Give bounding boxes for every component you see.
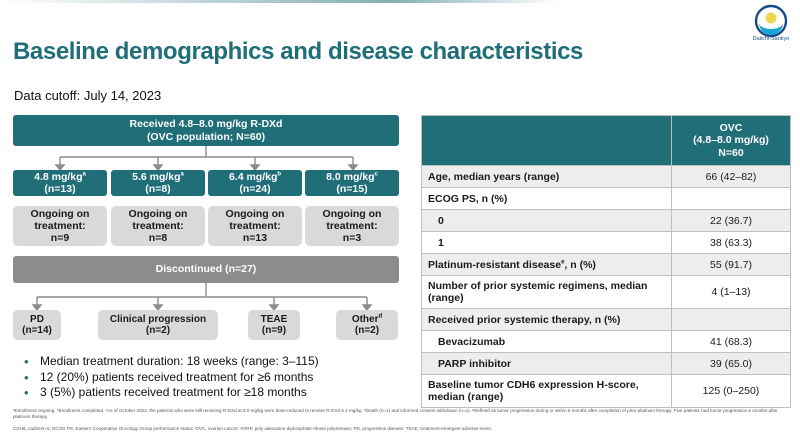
table-row: Received prior systemic therapy, n (%) xyxy=(421,308,791,331)
dose-box-4: 8.0 mg/kgc (n=15) xyxy=(305,170,399,196)
dose-label: 4.8 mg/kg xyxy=(34,170,83,183)
dose-n: (n=24) xyxy=(239,183,271,195)
row-label: Bevacizumab xyxy=(421,330,672,353)
table-header-ovc: OVC (4.8–8.0 mg/kg) N=60 xyxy=(671,115,791,166)
dose-label: 8.0 mg/kg xyxy=(326,170,375,183)
discontinued-box: Discontinued (n=27) xyxy=(13,256,399,283)
table-row: Bevacizumab 41 (68.3) xyxy=(421,330,791,353)
ongoing-label: Ongoing on treatment: xyxy=(225,207,285,232)
row-label-container: Platinum-resistant diseasee, n (%) xyxy=(421,253,672,276)
reason-n: (n=2) xyxy=(354,325,380,336)
row-value: 125 (0–250) xyxy=(671,374,791,408)
reason-box-clinical-progression: Clinical progression (n=2) xyxy=(98,310,218,340)
header-rule xyxy=(0,0,560,3)
row-label: Platinum-resistant disease xyxy=(428,258,562,271)
page-title: Baseline demographics and disease charac… xyxy=(13,38,584,65)
reason-label: PD xyxy=(30,313,44,325)
ongoing-box-4: Ongoing on treatment: n=3 xyxy=(305,206,399,246)
ongoing-n: n=3 xyxy=(342,232,362,245)
reason-footnote-mark: d xyxy=(378,313,383,320)
dose-n: (n=8) xyxy=(145,183,171,195)
row-label: 1 xyxy=(421,231,672,254)
row-label: Number of prior systemic regimens, media… xyxy=(421,275,672,309)
ongoing-n: n=13 xyxy=(242,232,268,245)
dose-n: (n=13) xyxy=(44,183,76,195)
daiichi-sankyo-logo-icon xyxy=(754,4,788,38)
table-row: 0 22 (36.7) xyxy=(421,209,791,232)
table-row: Platinum-resistant diseasee, n (%) 55 (9… xyxy=(421,253,791,276)
dose-box-2: 5.6 mg/kga (n=8) xyxy=(111,170,205,196)
row-label: Baseline tumor CDH6 expression H-score, … xyxy=(421,374,672,408)
header-line2: (4.8–8.0 mg/kg) xyxy=(693,134,769,147)
row-value: 39 (65.0) xyxy=(671,352,791,375)
row-label: ECOG PS, n (%) xyxy=(421,187,672,210)
reason-box-teae: TEAE (n=9) xyxy=(248,310,300,340)
row-value xyxy=(671,308,791,331)
bullet-item: Median treatment duration: 18 weeks (ran… xyxy=(24,354,319,370)
dose-n: (n=15) xyxy=(336,183,368,195)
ongoing-box-3: Ongoing on treatment: n=13 xyxy=(208,206,302,246)
row-value: 38 (63.3) xyxy=(671,231,791,254)
reason-n: (n=9) xyxy=(261,325,287,336)
ongoing-box-2: Ongoing on treatment: n=8 xyxy=(111,206,205,246)
row-label-suffix: , n (%) xyxy=(564,258,596,271)
logo-text: Daiichi-Sankyo xyxy=(752,36,790,42)
demographics-table: OVC (4.8–8.0 mg/kg) N=60 Age, median yea… xyxy=(421,115,791,408)
company-logo: Daiichi-Sankyo xyxy=(750,4,792,46)
dose-label: 6.4 mg/kg xyxy=(228,170,278,183)
received-line1: Received 4.8–8.0 mg/kg R-DXd xyxy=(129,118,283,131)
dose-footnote-mark: a xyxy=(82,171,86,178)
table-row: Age, median years (range) 66 (42–82) xyxy=(421,165,791,188)
row-label: 0 xyxy=(421,209,672,232)
ongoing-label: Ongoing on treatment: xyxy=(30,207,90,232)
table-header-blank xyxy=(421,115,672,166)
reason-box-pd: PD (n=14) xyxy=(13,310,61,340)
row-label: Received prior systemic therapy, n (%) xyxy=(421,308,672,331)
ongoing-n: n=8 xyxy=(148,232,168,245)
table-row: PARP inhibitor 39 (65.0) xyxy=(421,352,791,375)
dose-footnote-mark: b xyxy=(277,171,282,178)
header-line1: OVC xyxy=(719,121,743,134)
ongoing-label: Ongoing on treatment: xyxy=(128,207,188,232)
reason-label: TEAE xyxy=(260,313,288,325)
dose-footnote-mark: a xyxy=(180,171,184,178)
ongoing-box-1: Ongoing on treatment: n=9 xyxy=(13,206,107,246)
row-value: 66 (42–82) xyxy=(671,165,791,188)
footnote-abbreviations: CDH6, cadherin 6; ECOG PS, Eastern Coope… xyxy=(13,426,493,431)
summary-bullets: Median treatment duration: 18 weeks (ran… xyxy=(24,354,319,401)
reason-label: Clinical progression xyxy=(109,313,207,325)
dose-box-3: 6.4 mg/kgb (n=24) xyxy=(208,170,302,196)
received-line2: (OVC population; N=60) xyxy=(146,130,266,143)
reason-n: (n=14) xyxy=(22,325,52,336)
row-value: 55 (91.7) xyxy=(671,253,791,276)
row-footnote-mark: e xyxy=(561,259,565,265)
dose-box-1: 4.8 mg/kga (n=13) xyxy=(13,170,107,196)
received-population-box: Received 4.8–8.0 mg/kg R-DXd (OVC popula… xyxy=(13,115,399,146)
footnote-definitions: ᵃEnrollment ongoing. ᵇEnrollment complet… xyxy=(13,408,778,419)
data-cutoff: Data cutoff: July 14, 2023 xyxy=(14,88,162,103)
table-row: ECOG PS, n (%) xyxy=(421,187,791,210)
table-row: Baseline tumor CDH6 expression H-score, … xyxy=(421,374,791,408)
ongoing-n: n=9 xyxy=(50,232,70,245)
reason-box-other: Otherd (n=2) xyxy=(336,310,398,340)
table-header-row: OVC (4.8–8.0 mg/kg) N=60 xyxy=(421,115,791,166)
row-value xyxy=(671,187,791,210)
bullet-item: 3 (5%) patients received treatment for ≥… xyxy=(24,385,319,401)
row-label: Age, median years (range) xyxy=(421,165,672,188)
reason-n: (n=2) xyxy=(145,325,171,336)
reason-label: Other xyxy=(351,313,379,325)
dose-label: 5.6 mg/kg xyxy=(132,170,181,183)
table-row: 1 38 (63.3) xyxy=(421,231,791,254)
row-label: PARP inhibitor xyxy=(421,352,672,375)
row-value: 22 (36.7) xyxy=(671,209,791,232)
bullet-item: 12 (20%) patients received treatment for… xyxy=(24,370,319,386)
row-value: 41 (68.3) xyxy=(671,330,791,353)
dose-footnote-mark: c xyxy=(374,171,378,178)
ongoing-label: Ongoing on treatment: xyxy=(322,207,382,232)
header-line3: N=60 xyxy=(718,146,744,159)
row-value: 4 (1–13) xyxy=(671,275,791,309)
table-row: Number of prior systemic regimens, media… xyxy=(421,275,791,309)
